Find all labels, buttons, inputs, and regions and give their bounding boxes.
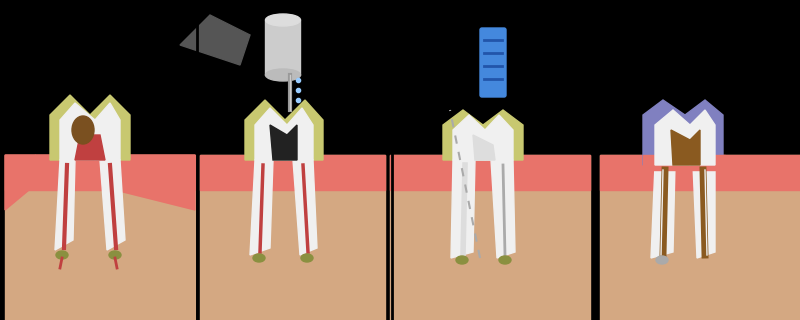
Polygon shape xyxy=(285,100,323,160)
Polygon shape xyxy=(453,115,485,160)
Polygon shape xyxy=(473,135,495,160)
Ellipse shape xyxy=(72,116,94,144)
Polygon shape xyxy=(95,155,195,210)
Polygon shape xyxy=(483,110,523,160)
FancyBboxPatch shape xyxy=(480,28,506,97)
Polygon shape xyxy=(443,110,483,160)
Polygon shape xyxy=(55,160,75,250)
Bar xyxy=(5,155,195,320)
Bar xyxy=(200,155,385,320)
Polygon shape xyxy=(293,160,317,255)
Polygon shape xyxy=(75,135,105,160)
Polygon shape xyxy=(60,103,95,160)
Polygon shape xyxy=(643,100,685,165)
Ellipse shape xyxy=(301,254,313,262)
Bar xyxy=(5,155,195,190)
Polygon shape xyxy=(671,130,700,165)
Polygon shape xyxy=(90,95,130,160)
Polygon shape xyxy=(651,165,675,258)
Polygon shape xyxy=(100,160,125,250)
Bar xyxy=(600,155,800,320)
Ellipse shape xyxy=(56,251,68,259)
Polygon shape xyxy=(485,115,513,160)
Polygon shape xyxy=(690,110,715,165)
Polygon shape xyxy=(95,103,120,160)
Polygon shape xyxy=(491,160,515,258)
Ellipse shape xyxy=(266,69,301,81)
Ellipse shape xyxy=(109,251,121,259)
Polygon shape xyxy=(245,100,285,160)
Polygon shape xyxy=(5,155,35,210)
Ellipse shape xyxy=(499,256,511,264)
Polygon shape xyxy=(50,95,90,160)
Bar xyxy=(390,155,590,320)
Polygon shape xyxy=(180,15,250,65)
Polygon shape xyxy=(250,160,273,255)
Polygon shape xyxy=(685,100,723,165)
Polygon shape xyxy=(693,165,715,258)
Polygon shape xyxy=(270,125,297,160)
Bar xyxy=(643,155,725,170)
Polygon shape xyxy=(451,160,475,258)
Ellipse shape xyxy=(656,256,668,264)
Polygon shape xyxy=(655,110,690,165)
Polygon shape xyxy=(35,155,95,185)
Polygon shape xyxy=(287,108,313,160)
Bar xyxy=(600,155,800,190)
Ellipse shape xyxy=(266,14,301,26)
Bar xyxy=(200,155,385,190)
Bar xyxy=(265,20,300,75)
Polygon shape xyxy=(255,108,287,160)
Ellipse shape xyxy=(253,254,265,262)
Ellipse shape xyxy=(456,256,468,264)
Bar xyxy=(390,155,590,190)
